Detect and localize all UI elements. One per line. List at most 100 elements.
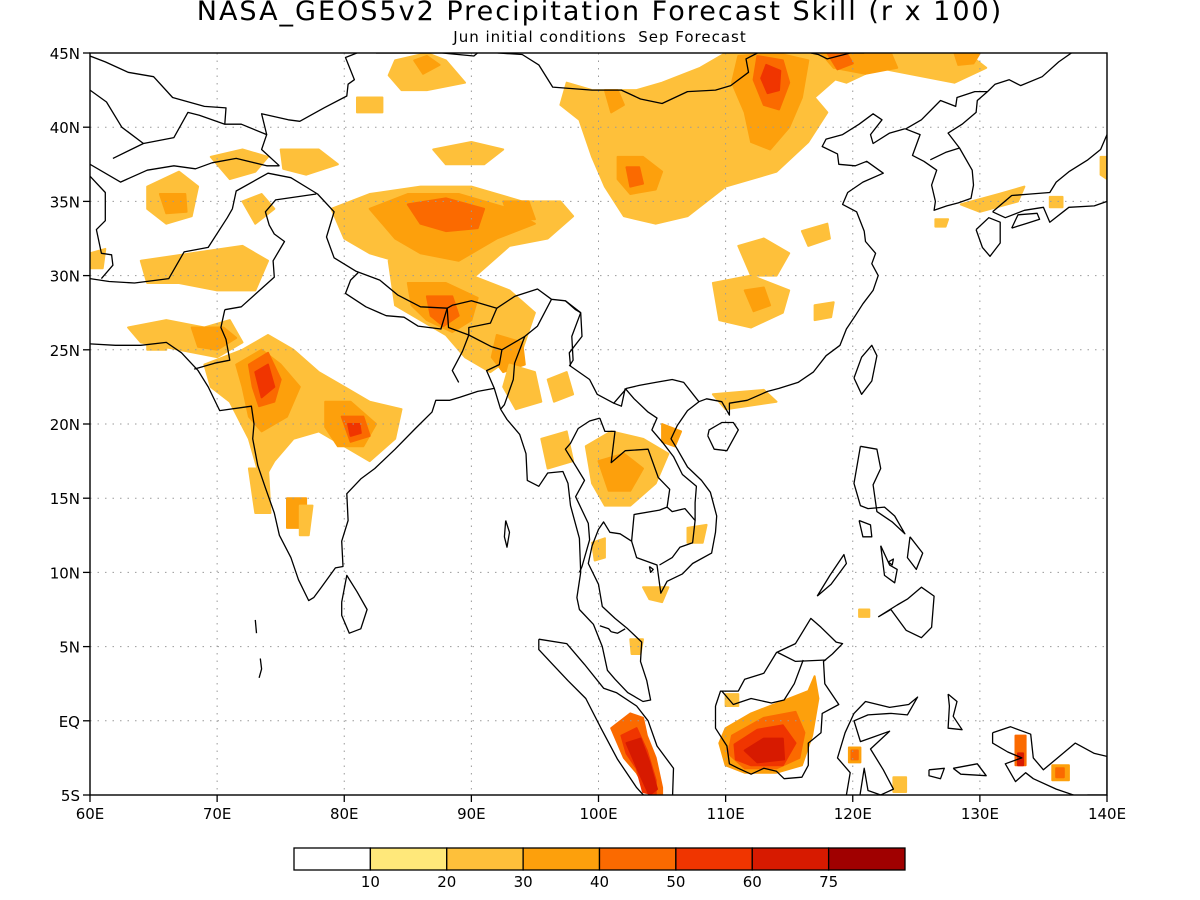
coastline xyxy=(858,519,873,538)
latitude-label: 45N xyxy=(50,45,80,63)
skill-area xyxy=(800,222,831,247)
coastline xyxy=(90,89,144,145)
skill-area xyxy=(158,193,188,215)
coastline xyxy=(341,574,368,634)
skill-area xyxy=(743,286,772,313)
coastline xyxy=(853,445,906,535)
coastline xyxy=(721,659,804,706)
skill-area xyxy=(1055,767,1065,779)
coastline xyxy=(947,693,963,731)
skill-area xyxy=(279,148,339,176)
coastline xyxy=(777,651,827,663)
coastline xyxy=(887,558,895,566)
skill-area xyxy=(959,185,1026,213)
coastline xyxy=(344,272,448,330)
coastline xyxy=(816,553,848,597)
latitude-label: 5N xyxy=(59,639,80,657)
latitude-label: 25N xyxy=(50,342,80,360)
skill-area xyxy=(892,776,908,793)
skill-area xyxy=(934,218,950,228)
coastline xyxy=(648,565,654,574)
skill-area xyxy=(813,301,835,322)
skill-area xyxy=(502,363,543,411)
graticule xyxy=(90,53,1107,795)
coastline xyxy=(714,617,844,780)
skill-area xyxy=(432,141,505,166)
coastline xyxy=(1011,212,1041,229)
coastline xyxy=(568,312,582,367)
skill-area xyxy=(139,244,269,292)
skill-area xyxy=(737,237,791,277)
skill-area xyxy=(502,200,536,221)
coastline xyxy=(376,53,758,105)
skill-area xyxy=(247,467,272,514)
coastline xyxy=(112,53,376,159)
coastline xyxy=(630,506,668,542)
colorbar-swatch xyxy=(369,847,448,871)
coastline xyxy=(260,134,280,167)
coastline xyxy=(224,193,317,311)
colorbar-label: 30 xyxy=(514,873,533,891)
longitude-label: 70E xyxy=(203,805,232,823)
map-subtitle: Jun initial conditions Sep Forecast xyxy=(453,28,747,46)
colorbar-swatch xyxy=(446,847,524,871)
axis-ticks xyxy=(83,52,1108,802)
coastline xyxy=(707,421,739,452)
coastline xyxy=(853,344,878,395)
longitude-label: 120E xyxy=(834,805,872,823)
skill-area xyxy=(642,586,670,604)
coastline xyxy=(446,308,470,383)
coastline xyxy=(930,147,960,161)
coastline xyxy=(880,545,898,584)
longitude-label: 130E xyxy=(961,805,999,823)
latitude-labels: 45N 40N 35N 30N 25N 20N 15N 10N 5N EQ 5S xyxy=(50,45,80,805)
skill-area xyxy=(298,504,314,537)
coastline xyxy=(906,536,924,571)
coastline xyxy=(624,387,698,521)
longitude-label: 90E xyxy=(457,805,486,823)
longitude-label: 110E xyxy=(707,805,745,823)
coastline xyxy=(468,334,503,389)
colorbar-label: 60 xyxy=(743,873,762,891)
coastline xyxy=(500,336,526,410)
coastline xyxy=(836,696,919,795)
coastline xyxy=(810,53,865,60)
coastline xyxy=(952,763,987,777)
coastline xyxy=(503,520,511,548)
skill-area xyxy=(686,523,708,544)
longitude-labels: 60E 70E 80E 90E 100E 110E 120E 130E 140E xyxy=(76,805,1126,823)
coastline xyxy=(991,726,1107,795)
longitude-label: 100E xyxy=(579,805,617,823)
skill-area xyxy=(760,63,782,95)
longitude-label: 80E xyxy=(330,805,359,823)
coastline xyxy=(928,767,945,780)
coastline-layer xyxy=(90,53,1107,795)
colorbar-label: 20 xyxy=(437,873,456,891)
colorbar-swatch xyxy=(598,847,677,871)
skill-area xyxy=(743,737,786,764)
skill-area xyxy=(661,423,683,448)
skill-area xyxy=(625,737,658,795)
skill-area xyxy=(953,53,981,66)
coastline xyxy=(599,417,696,566)
skill-area xyxy=(625,166,644,188)
latitude-label: 20N xyxy=(50,416,80,434)
longitude-label: 60E xyxy=(76,805,105,823)
colorbar-label: 40 xyxy=(590,873,609,891)
coastline xyxy=(194,309,231,370)
coastline xyxy=(904,53,1072,211)
latitude-label: EQ xyxy=(59,713,80,731)
coastline xyxy=(258,658,263,678)
coastline xyxy=(90,55,227,125)
skill-area xyxy=(546,371,575,403)
colorbar-swatch xyxy=(675,847,753,871)
skill-area xyxy=(858,608,871,618)
skill-area xyxy=(347,423,362,437)
coastline xyxy=(877,586,935,639)
coastline xyxy=(90,157,280,183)
skill-area xyxy=(1048,195,1064,209)
coastline xyxy=(905,90,988,130)
latitude-label: 5S xyxy=(61,787,80,805)
skill-area xyxy=(670,133,708,169)
